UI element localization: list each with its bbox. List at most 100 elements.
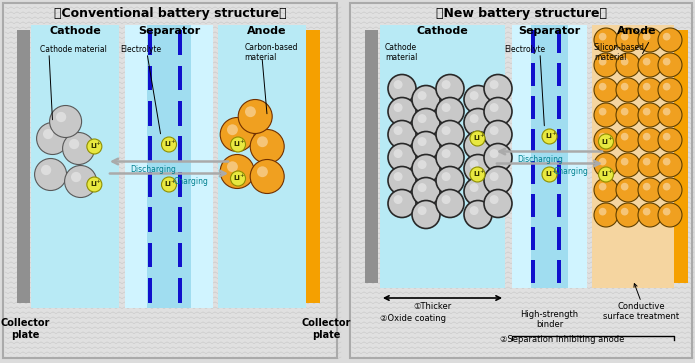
Circle shape [464, 178, 492, 205]
Text: +: + [607, 169, 612, 174]
Circle shape [436, 189, 464, 217]
Circle shape [418, 137, 427, 146]
Bar [147, 172, 152, 197]
Bar [531, 30, 535, 53]
Circle shape [663, 158, 671, 166]
Circle shape [220, 118, 254, 151]
Circle shape [643, 208, 651, 216]
Bar [177, 136, 181, 161]
Circle shape [484, 143, 512, 171]
Text: Electrolyte: Electrolyte [504, 45, 545, 54]
Text: ②Separation inhibiting anode: ②Separation inhibiting anode [500, 335, 624, 344]
Circle shape [41, 165, 51, 175]
Text: Collector
plate: Collector plate [302, 318, 351, 340]
Circle shape [658, 178, 682, 202]
Text: Electrolyte: Electrolyte [120, 45, 161, 54]
Circle shape [470, 206, 479, 215]
Bar [306, 30, 320, 303]
Circle shape [470, 160, 479, 169]
Circle shape [161, 137, 177, 152]
Circle shape [489, 80, 498, 89]
Circle shape [418, 183, 427, 192]
Circle shape [49, 106, 81, 138]
Circle shape [227, 124, 238, 135]
Circle shape [436, 167, 464, 195]
Bar [380, 25, 505, 288]
Text: Li: Li [473, 171, 480, 178]
Circle shape [464, 86, 492, 114]
Circle shape [542, 129, 557, 144]
Circle shape [638, 53, 662, 77]
Circle shape [441, 149, 450, 158]
Text: +: + [479, 169, 484, 174]
Circle shape [658, 203, 682, 227]
Circle shape [658, 28, 682, 52]
Circle shape [412, 109, 440, 136]
Circle shape [257, 166, 268, 177]
Circle shape [388, 74, 416, 102]
Text: Li: Li [545, 171, 552, 178]
Bar [531, 162, 535, 184]
Circle shape [161, 177, 177, 192]
Text: Conductive
surface treatment: Conductive surface treatment [603, 302, 679, 321]
Bar [557, 63, 560, 86]
Circle shape [638, 28, 662, 52]
Circle shape [393, 126, 402, 135]
Bar [557, 260, 560, 283]
Circle shape [599, 58, 607, 65]
Text: Separator: Separator [138, 26, 200, 36]
Circle shape [643, 183, 651, 191]
Circle shape [388, 143, 416, 171]
Circle shape [393, 172, 402, 181]
Circle shape [643, 158, 651, 166]
Circle shape [418, 114, 427, 123]
Circle shape [436, 74, 464, 102]
Circle shape [621, 183, 628, 191]
Circle shape [393, 103, 402, 112]
Circle shape [489, 126, 498, 135]
Bar [177, 66, 181, 90]
Circle shape [484, 121, 512, 148]
Circle shape [616, 203, 640, 227]
Circle shape [663, 83, 671, 90]
Circle shape [436, 143, 464, 171]
Circle shape [441, 103, 450, 112]
Circle shape [441, 80, 450, 89]
Circle shape [220, 155, 254, 188]
Circle shape [393, 195, 402, 204]
Bar [147, 207, 152, 232]
Text: +: + [170, 179, 175, 184]
Text: Li: Li [602, 171, 608, 178]
Bar [147, 136, 152, 161]
Bar [512, 25, 587, 288]
Circle shape [257, 136, 268, 147]
Circle shape [69, 139, 79, 149]
Text: +: + [239, 139, 244, 144]
Circle shape [388, 121, 416, 148]
Bar [125, 25, 213, 308]
Bar [531, 129, 535, 152]
Circle shape [37, 122, 69, 155]
Circle shape [663, 208, 671, 216]
Text: +: + [96, 179, 101, 184]
Circle shape [489, 103, 498, 112]
Text: ②Oxide coating: ②Oxide coating [380, 314, 446, 323]
Circle shape [43, 129, 54, 139]
Circle shape [638, 203, 662, 227]
Circle shape [598, 134, 614, 149]
Bar [674, 30, 688, 283]
Circle shape [412, 131, 440, 159]
Circle shape [594, 153, 618, 177]
Circle shape [436, 98, 464, 126]
Text: Li: Li [90, 143, 97, 150]
Circle shape [594, 203, 618, 227]
Bar [365, 30, 378, 283]
Circle shape [643, 33, 651, 41]
Circle shape [63, 132, 95, 164]
Circle shape [250, 159, 284, 193]
Circle shape [616, 53, 640, 77]
Bar [147, 30, 152, 55]
Bar [531, 260, 535, 283]
Circle shape [616, 28, 640, 52]
Circle shape [638, 78, 662, 102]
